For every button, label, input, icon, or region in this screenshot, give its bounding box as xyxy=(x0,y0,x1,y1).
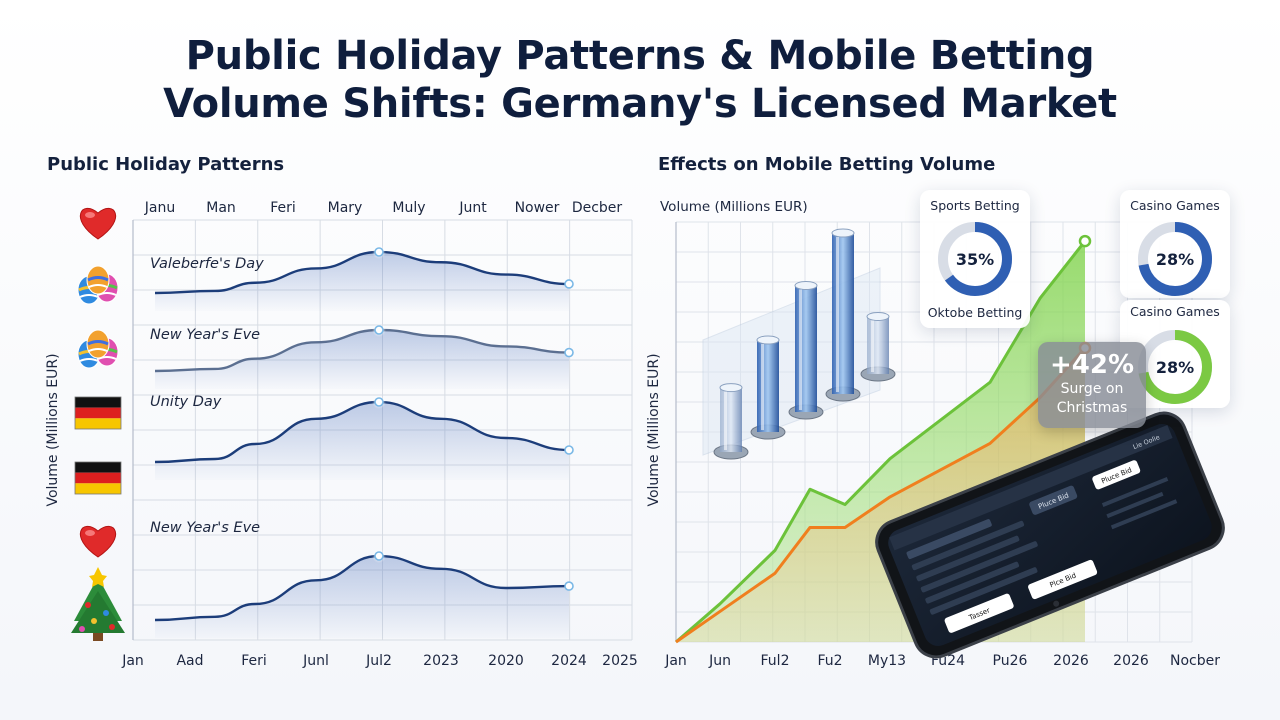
donut-label-casino-1: Casino Games xyxy=(1130,198,1220,213)
donut-sports: 35% xyxy=(938,222,1012,296)
left-x-tick-label: 2024 xyxy=(551,653,587,669)
main-title: Public Holiday Patterns & Mobile Betting… xyxy=(0,32,1280,128)
left-x-tick-label: Aad xyxy=(176,653,203,669)
right-x-tick-label: Nocber xyxy=(1170,653,1220,669)
donut-label-casino-2: Casino Games xyxy=(1130,304,1220,319)
glass-bar xyxy=(750,335,786,440)
donut-casino-1: 28% xyxy=(1138,222,1212,296)
germany-flag-icon xyxy=(74,396,122,430)
left-top-month-label: Muly xyxy=(392,200,425,216)
left-x-tick-label: Jul2 xyxy=(365,653,392,669)
christmas-surge-callout: +42% Surge on Christmas xyxy=(1038,342,1146,428)
green-volume-endpoint xyxy=(1078,234,1092,248)
germany-flag-icon xyxy=(74,461,122,495)
right-y-axis-label-top: Volume (Millions EUR) xyxy=(660,199,808,215)
peak-point xyxy=(374,325,384,335)
peak-point xyxy=(374,397,384,407)
surge-line-1: Surge on xyxy=(1060,381,1124,397)
donut-value-sports: 35% xyxy=(956,250,994,269)
peak-point xyxy=(374,247,384,257)
holiday-area xyxy=(155,556,569,638)
right-y-axis-label: Volume (Millions EUR) xyxy=(646,353,662,506)
donut-value-casino-2: 28% xyxy=(1156,358,1194,377)
smartphone-icon: Pluce Bid Pluce Bid Tasser Plce Bid Lie … xyxy=(875,411,1225,659)
left-x-tick-label: 2023 xyxy=(423,653,459,669)
end-point xyxy=(564,445,574,455)
right-x-tick-label: Pu26 xyxy=(993,653,1028,669)
title-line-1: Public Holiday Patterns & Mobile Betting xyxy=(185,33,1095,79)
orange-volume-line xyxy=(675,346,1087,644)
holiday-series-label: Valeberfe's Day xyxy=(150,256,264,272)
left-top-month-label: Feri xyxy=(270,200,296,216)
left-top-month-label: Nower xyxy=(515,200,560,216)
donut-card-casino-1: Casino Games 28% xyxy=(1120,190,1230,298)
holiday-line xyxy=(154,400,570,464)
surge-line-2: Christmas xyxy=(1056,400,1128,416)
end-point xyxy=(564,279,574,289)
title-line-2: Volume Shifts: Germany's Licensed Market xyxy=(163,81,1117,127)
right-x-tick-label: Fu2 xyxy=(817,653,842,669)
left-y-axis-label: Volume (Millions EUR) xyxy=(45,353,61,506)
glass-bars-3d xyxy=(702,228,896,460)
right-x-tick-label: My13 xyxy=(868,653,906,669)
holiday-area xyxy=(155,402,569,480)
easter-eggs-icon xyxy=(77,329,119,369)
right-panel-title: Effects on Mobile Betting Volume xyxy=(658,154,996,175)
donut-value-casino-1: 28% xyxy=(1156,250,1194,269)
holiday-pattern-chart: Janu Man Feri Mary Muly Junt Nower Decber Jan Aa… xyxy=(45,200,638,669)
heart-icon xyxy=(79,207,117,240)
donut-arc xyxy=(938,222,1012,296)
left-x-tick-label: 2025 xyxy=(602,653,638,669)
holiday-series-label: New Year's Eve xyxy=(150,327,260,343)
easter-eggs-icon xyxy=(77,265,119,305)
holiday-line xyxy=(154,328,570,373)
left-top-month-label: Janu xyxy=(144,200,175,216)
glass-bar xyxy=(788,281,824,420)
end-point xyxy=(564,347,574,358)
holiday-line xyxy=(154,554,570,622)
donut-card-sports-betting: Sports Betting 35% Oktobe Betting xyxy=(920,190,1030,328)
right-x-tick-label: Jun xyxy=(708,653,731,669)
holiday-area xyxy=(155,330,569,389)
right-x-tick-label: Ful2 xyxy=(761,653,790,669)
betting-volume-chart: Volume (Millions EUR) Volume (Millions E… xyxy=(646,199,1225,669)
right-x-tick-label: 2026 xyxy=(1053,653,1089,669)
holiday-line xyxy=(154,250,570,295)
peak-point xyxy=(374,551,384,561)
left-x-tick-label: 2020 xyxy=(488,653,524,669)
surge-value: +42% xyxy=(1049,350,1135,380)
donut-arc xyxy=(1138,222,1212,296)
left-x-tick-label: Junl xyxy=(302,653,329,669)
glass-bar xyxy=(860,312,896,382)
left-top-month-label: Man xyxy=(206,200,236,216)
holiday-series-label: New Year's Eve xyxy=(150,520,260,536)
holiday-series-label: Unity Day xyxy=(150,394,222,410)
right-x-tick-label: 2026 xyxy=(1113,653,1149,669)
christmas-tree-icon xyxy=(71,567,125,641)
left-top-month-label: Mary xyxy=(328,200,363,216)
left-top-month-label: Decber xyxy=(572,200,623,216)
end-point xyxy=(564,581,574,591)
donut-arc xyxy=(1138,330,1212,404)
donut-label-oktobe: Oktobe Betting xyxy=(927,305,1023,320)
donut-label-sports: Sports Betting xyxy=(930,198,1020,213)
left-top-month-label: Junt xyxy=(458,200,487,216)
glass-bar xyxy=(825,228,861,402)
glass-bar xyxy=(713,383,749,460)
left-x-tick-label: Feri xyxy=(241,653,267,669)
left-x-tick-label: Jan xyxy=(121,653,144,669)
heart-icon xyxy=(79,525,117,558)
right-x-tick-label: Jan xyxy=(664,653,687,669)
left-panel-title: Public Holiday Patterns xyxy=(47,154,285,175)
